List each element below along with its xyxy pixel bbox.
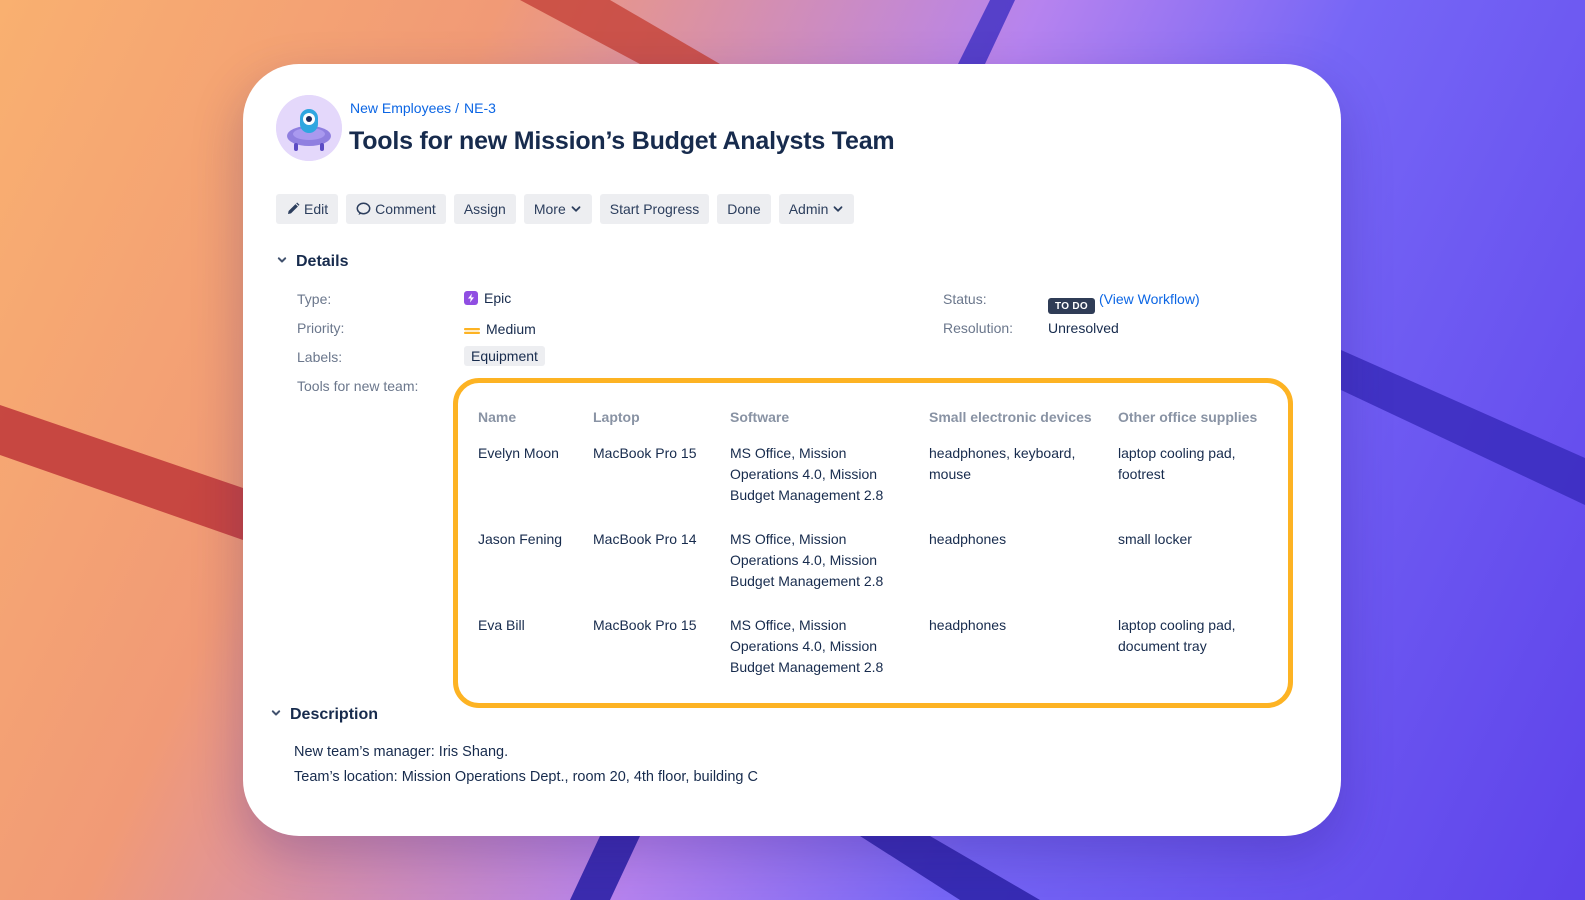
table-cell-line: Operations 4.0, Mission [730,466,878,482]
table-cell-software: MS Office, Mission Operations 4.0, Missi… [730,529,929,615]
table-cell-line: small locker [1118,531,1192,547]
table-row: Jason Fening MacBook Pro 14 MS Office, M… [478,529,1268,615]
start-progress-button[interactable]: Start Progress [599,194,710,224]
table-header-row: Name Laptop Software Small electronic de… [478,409,1268,443]
chevron-down-icon [276,253,288,271]
comment-icon [356,202,371,216]
table-cell-line: Operations 4.0, Mission [730,638,878,654]
resolution-value: Unresolved [1048,320,1119,336]
assign-button-label: Assign [463,201,506,217]
tools-table-highlight: Name Laptop Software Small electronic de… [453,378,1293,708]
done-button-label: Done [727,201,761,217]
table-cell-line: headphones [929,531,1007,547]
table-cell-software: MS Office, Mission Operations 4.0, Missi… [730,615,929,701]
table-cell-line: MS Office, Mission [730,617,847,633]
table-header-supplies: Other office supplies [1118,409,1258,425]
issue-toolbar: Edit Comment Assign More Start Progress … [276,194,855,224]
table-cell-devices: headphones [929,529,1118,615]
table-cell-line: Budget Management 2.8 [730,487,884,503]
priority-label: Priority: [297,320,345,336]
table-cell-line: MS Office, Mission [730,445,847,461]
table-cell-name: Eva Bill [478,617,525,633]
type-value-text: Epic [484,290,512,306]
table-cell-supplies: small locker [1118,529,1268,615]
view-workflow-link[interactable]: (View Workflow) [1099,291,1200,307]
done-button[interactable]: Done [717,194,771,224]
table-cell-software: MS Office, Mission Operations 4.0, Missi… [730,443,929,529]
assign-button[interactable]: Assign [453,194,516,224]
table-cell-line: laptop cooling pad, [1118,445,1236,461]
type-label: Type: [297,291,332,307]
table-cell-line: mouse [929,466,972,482]
comment-button[interactable]: Comment [346,194,446,224]
tools-for-new-team-label: Tools for new team: [297,378,419,394]
table-cell-line: headphones [929,617,1007,633]
table-cell-line: MS Office, Mission [730,531,847,547]
resolution-label: Resolution: [943,320,1014,336]
priority-value: Medium [464,319,536,338]
description-section-toggle[interactable]: Description [270,706,378,724]
pencil-icon [286,202,300,216]
tools-table: Name Laptop Software Small electronic de… [478,409,1268,701]
more-button-label: More [533,201,566,217]
start-progress-button-label: Start Progress [609,201,700,217]
breadcrumb: New Employees / NE-3 [350,100,496,116]
description-heading: Description [290,706,379,723]
admin-button-label: Admin [788,201,829,217]
page-title: Tools for new Mission’s Budget Analysts … [349,127,895,155]
table-cell-supplies: laptop cooling pad, document tray [1118,615,1268,701]
table-header-software: Software [730,409,790,425]
chevron-down-icon [270,706,282,724]
table-cell-name: Jason Fening [478,531,563,547]
chevron-down-icon [832,203,844,215]
table-cell-line: footrest [1118,466,1165,482]
table-cell-name: Evelyn Moon [478,445,559,461]
edit-button-label: Edit [304,201,329,217]
table-row: Evelyn Moon MacBook Pro 15 MS Office, Mi… [478,443,1268,529]
priority-medium-icon [464,319,480,338]
table-cell-supplies: laptop cooling pad, footrest [1118,443,1268,529]
details-section-toggle[interactable]: Details [276,253,348,271]
admin-dropdown-button[interactable]: Admin [778,194,855,224]
breadcrumb-project-link[interactable]: New Employees [350,100,452,116]
table-cell-laptop: MacBook Pro 15 [593,617,697,633]
project-avatar-icon[interactable] [276,95,342,161]
edit-button[interactable]: Edit [276,194,339,224]
description-line: Team’s location: Mission Operations Dept… [294,769,758,785]
table-cell-line: document tray [1118,638,1207,654]
table-cell-devices: headphones [929,615,1118,701]
status-label: Status: [943,291,987,307]
description-line: New team’s manager: Iris Shang. [294,744,509,760]
table-cell-line: laptop cooling pad, [1118,617,1236,633]
chevron-down-icon [570,203,582,215]
table-cell-line: headphones, keyboard, [929,445,1076,461]
table-cell-line: Budget Management 2.8 [730,573,884,589]
table-cell-line: Operations 4.0, Mission [730,552,878,568]
more-dropdown-button[interactable]: More [523,194,592,224]
details-heading: Details [296,253,349,270]
table-header-name: Name [478,409,517,425]
breadcrumb-issue-link[interactable]: NE-3 [464,100,496,116]
table-header-laptop: Laptop [593,409,640,425]
table-header-devices: Small electronic devices [929,409,1092,425]
epic-icon [464,291,478,305]
table-row: Eva Bill MacBook Pro 15 MS Office, Missi… [478,615,1268,701]
priority-value-text: Medium [486,320,536,337]
table-cell-line: Budget Management 2.8 [730,659,884,675]
labels-label: Labels: [297,349,343,365]
table-cell-devices: headphones, keyboard, mouse [929,443,1118,529]
issue-card: New Employees / NE-3 Tools for new Mission… [243,64,1341,836]
type-value: Epic [464,290,511,306]
label-chip-equipment[interactable]: Equipment [464,346,545,366]
comment-button-label: Comment [375,201,436,217]
breadcrumb-separator: / [455,100,460,116]
table-cell-laptop: MacBook Pro 15 [593,445,697,461]
table-cell-laptop: MacBook Pro 14 [593,531,697,547]
status-badge[interactable]: TO DO [1048,298,1095,314]
